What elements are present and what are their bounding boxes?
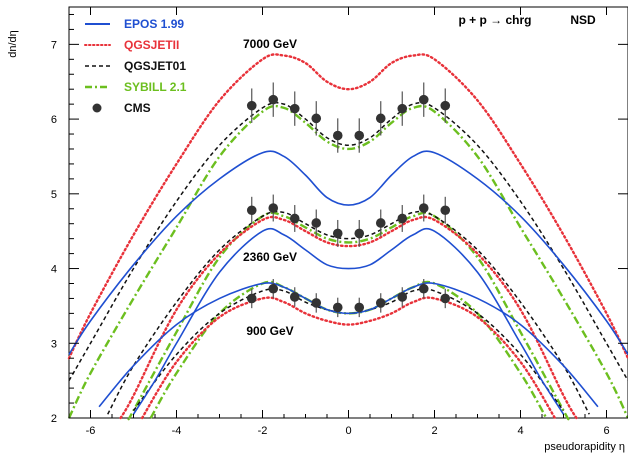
cms-data-point	[311, 298, 322, 308]
cms-data-point	[289, 213, 300, 224]
cms-data-point	[332, 228, 343, 239]
cms-data-point	[311, 113, 322, 124]
cms-data-point	[289, 292, 300, 302]
series-line-epos-1-99-2360	[132, 227, 565, 415]
series-line-qgsjetii-900	[140, 296, 557, 420]
cms-data-point	[397, 213, 408, 224]
curve-layer	[67, 53, 628, 421]
energy-label-900: 900 GeV	[246, 324, 293, 338]
process-annotation: p + p → chrg	[458, 13, 531, 27]
x-tick-label: 0	[345, 425, 351, 437]
legend-label-epos: EPOS 1.99	[124, 17, 184, 31]
cms-data-point	[418, 203, 429, 213]
series-line-qgsjet01-2360	[107, 210, 590, 415]
series-line-epos-1-99-900	[98, 282, 599, 408]
series-line-sybill-2-1-900	[149, 280, 548, 419]
y-axis-title: dn/dη	[7, 30, 19, 58]
cms-data-point	[397, 103, 408, 114]
series-line-qgsjetii-2360	[119, 215, 578, 420]
cms-point-layer	[246, 82, 451, 318]
legend-label-cms: CMS	[124, 101, 151, 115]
cms-data-point	[375, 113, 386, 124]
energy-label-2360: 2360 GeV	[243, 250, 297, 264]
cms-data-point	[375, 218, 386, 228]
cms-data-point	[268, 283, 279, 294]
cms-data-point	[246, 205, 257, 216]
x-tick-label: -2	[258, 425, 268, 437]
series-line-sybill-2-1-7000	[67, 104, 628, 419]
cms-data-point	[440, 100, 451, 111]
cms-data-point	[354, 302, 365, 313]
cms-data-point	[268, 203, 279, 213]
cms-data-point	[418, 283, 429, 294]
legend-label-sybill: SYBILL 2.1	[124, 80, 187, 94]
cms-data-point	[354, 130, 365, 141]
cms-data-point	[311, 218, 322, 228]
series-line-sybill-2-1-2360	[127, 211, 570, 421]
series-line-epos-1-99-7000	[68, 150, 628, 355]
series-line-qgsjetii-7000	[67, 53, 628, 360]
cms-data-point	[440, 293, 451, 304]
cms-data-point	[354, 228, 365, 239]
legend: EPOS 1.99 QGSJETII QGSJET01 SYBILL 2.1 C…	[84, 17, 187, 115]
cms-data-point	[418, 94, 429, 105]
cms-data-point	[332, 302, 343, 313]
cms-data-point	[440, 205, 451, 216]
legend-label-qgsjetii: QGSJETII	[124, 38, 179, 52]
cms-data-point	[397, 292, 408, 302]
y-tick-label: 6	[51, 114, 57, 126]
cms-data-point	[246, 293, 257, 304]
tick-layer: -6 -4 -2 0 2 4 6 2 3 4 5 6 7	[51, 7, 628, 437]
legend-label-qgsjet01: QGSJET01	[124, 59, 186, 73]
y-tick-label: 5	[51, 189, 57, 201]
x-axis-title: pseudorapidity η	[544, 441, 625, 453]
y-tick-label: 4	[51, 264, 57, 276]
cms-data-point	[375, 298, 386, 308]
x-tick-label: 6	[603, 425, 609, 437]
y-tick-label: 7	[51, 39, 57, 51]
y-tick-label: 2	[51, 413, 57, 425]
x-tick-label: 2	[431, 425, 437, 437]
cms-data-point	[332, 130, 343, 141]
series-line-qgsjet01-7000	[68, 101, 628, 382]
x-tick-label: 4	[517, 425, 523, 437]
selection-annotation: NSD	[570, 13, 596, 27]
energy-label-7000: 7000 GeV	[243, 37, 297, 51]
legend-swatch-cms	[92, 103, 102, 113]
y-tick-label: 3	[51, 338, 57, 350]
x-tick-label: -4	[172, 425, 182, 437]
cms-data-point	[268, 94, 279, 105]
cms-data-point	[289, 103, 300, 114]
x-tick-label: -6	[86, 425, 96, 437]
cms-data-point	[246, 100, 257, 111]
